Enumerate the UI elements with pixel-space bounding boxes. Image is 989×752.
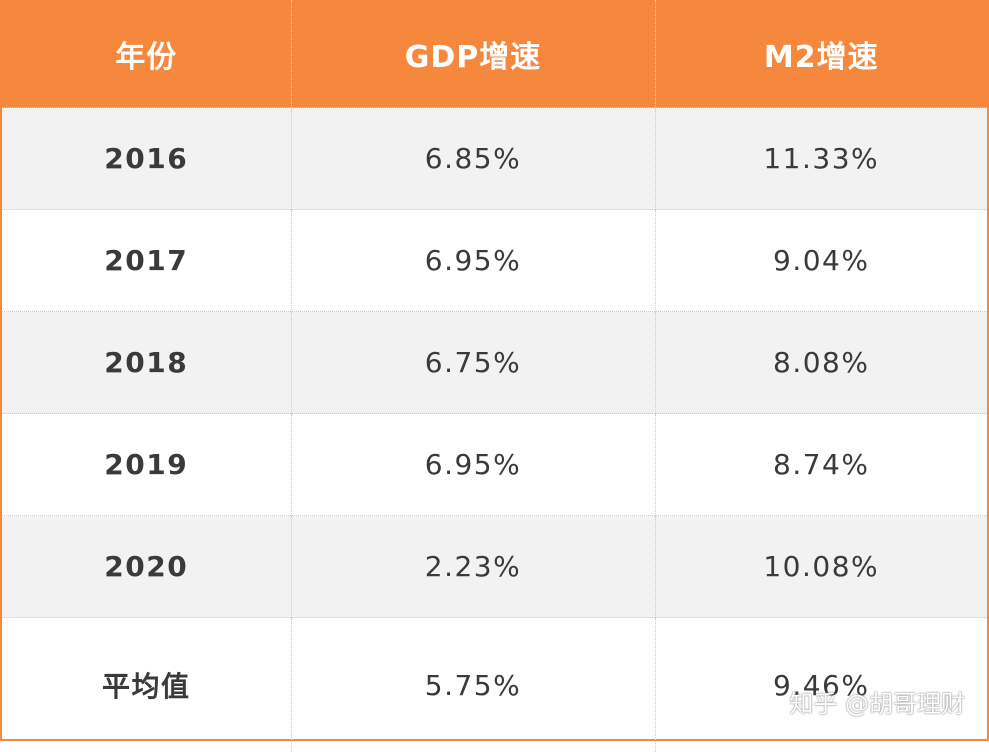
- table-cell: 6.85%: [291, 108, 655, 210]
- row-label: 2020: [2, 516, 291, 618]
- table-cell: 6.95%: [291, 414, 655, 516]
- row-label: 2018: [2, 312, 291, 414]
- table-cell: 6.75%: [291, 312, 655, 414]
- header-cell: 年份: [2, 0, 291, 108]
- header-cell: GDP增速: [291, 0, 655, 108]
- table-cell: 6.95%: [291, 210, 655, 312]
- table-cell: 8.74%: [655, 414, 987, 516]
- table-cell: 8.08%: [655, 312, 987, 414]
- row-label: 平均值: [2, 618, 291, 752]
- row-label: 2017: [2, 210, 291, 312]
- table-cell: 11.33%: [655, 108, 987, 210]
- table-cell: 9.04%: [655, 210, 987, 312]
- table-cell: 2.23%: [291, 516, 655, 618]
- table-cell: 5.75%: [291, 618, 655, 752]
- row-label: 2019: [2, 414, 291, 516]
- header-cell: M2增速: [655, 0, 987, 108]
- row-label: 2016: [2, 108, 291, 210]
- table-cell: 10.08%: [655, 516, 987, 618]
- watermark: 知乎 @胡哥理财: [789, 684, 965, 719]
